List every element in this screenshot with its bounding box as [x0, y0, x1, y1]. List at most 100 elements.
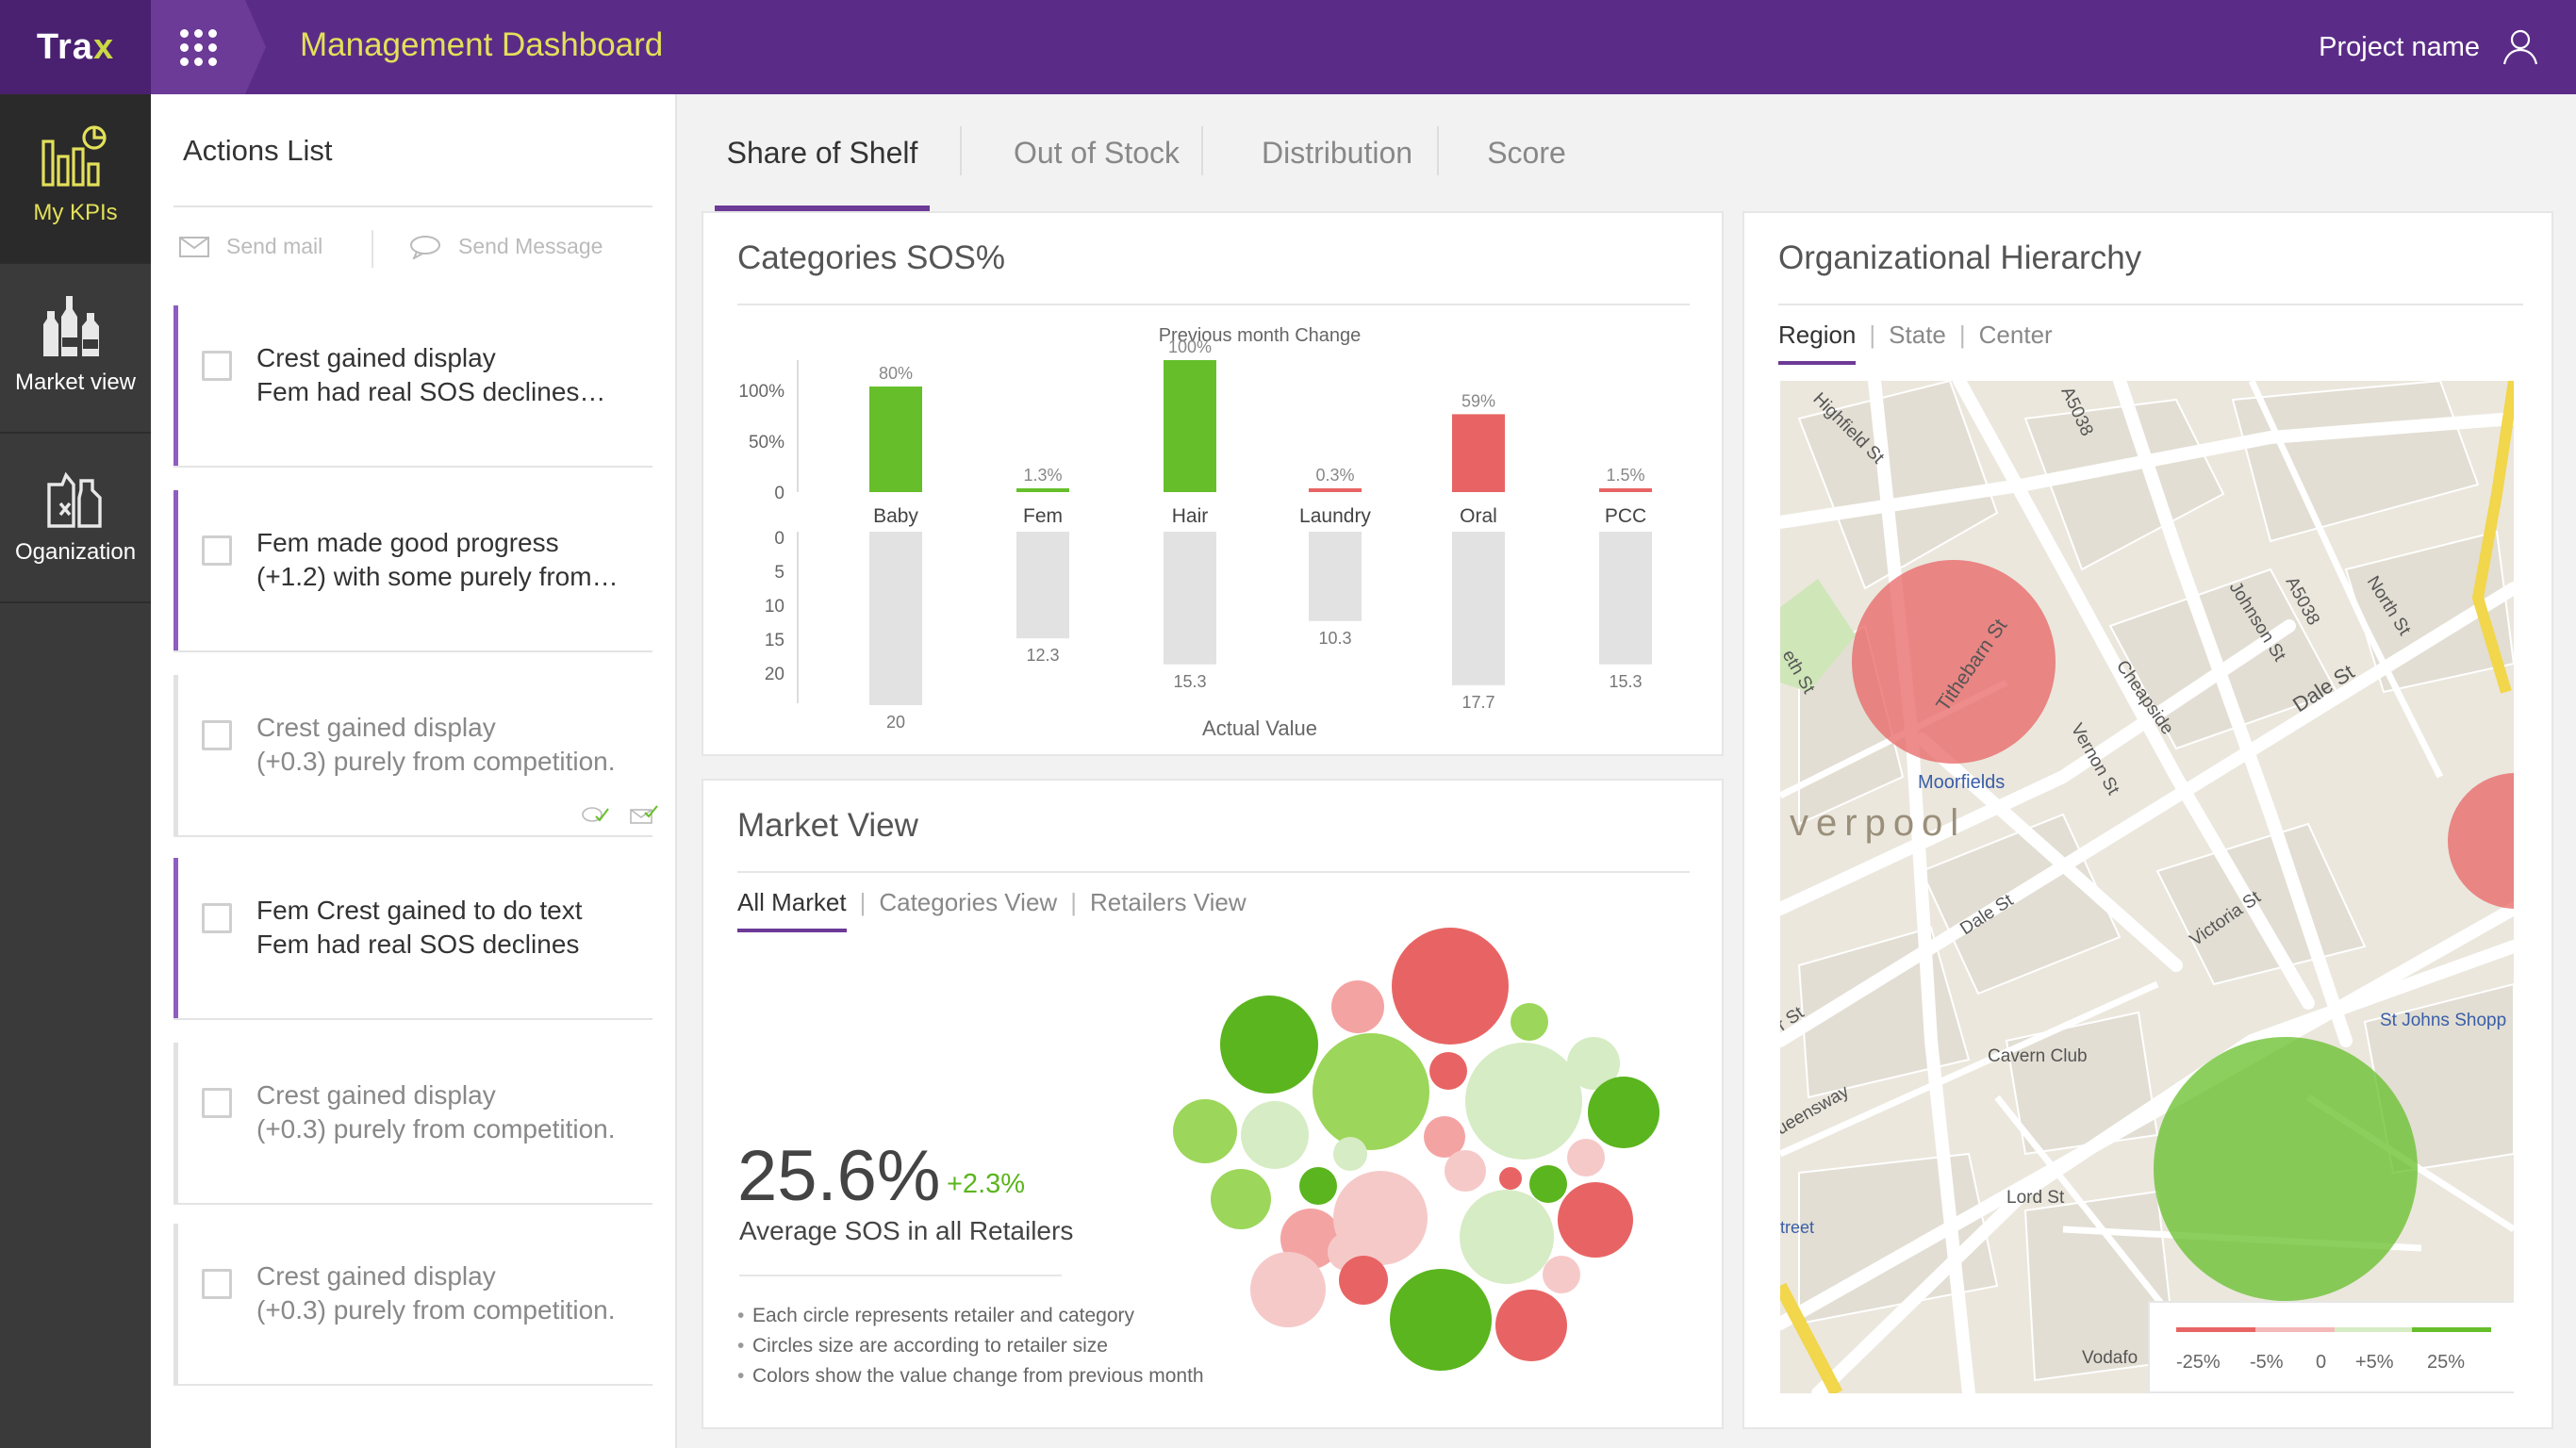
tab-score[interactable]: Score [1487, 135, 1566, 170]
retailer-bubble[interactable] [1511, 1003, 1548, 1041]
card-divider [737, 871, 1690, 873]
y-tick-label: 5 [774, 563, 784, 583]
y-tick-label: 50% [749, 433, 784, 452]
action-title: Crest gained display [256, 343, 496, 372]
action-checkbox[interactable] [202, 1088, 232, 1118]
retailer-bubble[interactable] [1211, 1169, 1271, 1229]
bubble-notes: Each circle represents retailer and cate… [737, 1301, 1204, 1391]
y-tick-label: 15 [765, 631, 784, 650]
organization-tag-icon [47, 471, 102, 528]
retailer-bubble[interactable] [1299, 1167, 1337, 1205]
legend-label: -25% [2176, 1352, 2221, 1373]
subtab-center[interactable]: Center [1978, 321, 2053, 349]
action-item[interactable]: Fem Crest gained to do text Fem had real … [173, 858, 652, 1020]
tab-distribution[interactable]: Distribution [1261, 135, 1413, 170]
tab-divider [960, 126, 962, 175]
bar-change-pcc [1599, 488, 1652, 492]
retailer-bubble[interactable] [1529, 1165, 1567, 1203]
retailer-bubble[interactable] [1339, 1256, 1388, 1305]
bar-actual-oral [1452, 532, 1505, 685]
retailer-bubble[interactable] [1392, 928, 1509, 1045]
categories-sos-card: Categories SOS% Previous month Change Act… [702, 211, 1724, 756]
retailer-bubble[interactable] [1543, 1256, 1580, 1293]
retailer-bubble[interactable] [1250, 1252, 1326, 1327]
action-checkbox[interactable] [202, 903, 232, 933]
card-title: Categories SOS% [737, 239, 1006, 276]
bar-actual-hair [1164, 532, 1216, 665]
svg-text:Cavern Club: Cavern Club [1988, 1046, 2088, 1066]
action-checkbox[interactable] [202, 535, 232, 566]
mail-icon [179, 236, 209, 257]
action-detail: (+0.3) purely from competition. [256, 1295, 616, 1325]
region-circle[interactable] [2154, 1037, 2418, 1301]
legend-label: 0 [2316, 1352, 2327, 1373]
action-checkbox[interactable] [202, 1269, 232, 1299]
retailer-bubble[interactable] [1313, 1033, 1429, 1150]
subtab-retailers-view[interactable]: Retailers View [1089, 888, 1247, 916]
subtab-divider: | [1958, 321, 1966, 349]
org-hierarchy-card: Organizational Hierarchy Region | State … [1742, 211, 2553, 1429]
priority-bar [173, 490, 178, 650]
tab-out-of-stock[interactable]: Out of Stock [1013, 135, 1181, 170]
user-icon[interactable] [2501, 26, 2540, 66]
retailer-bubble[interactable] [1220, 996, 1318, 1094]
bar-value-label: 15.3 [1609, 672, 1642, 691]
subtab-state[interactable]: State [1889, 321, 1946, 349]
action-item[interactable]: Crest gained display Fem had real SOS dec… [173, 305, 652, 468]
top-bar: Tra x Management Dashboard Project name [0, 0, 2576, 94]
logo-x: x [92, 26, 115, 67]
project-name[interactable]: Project name [2319, 32, 2480, 62]
priority-bar [173, 1224, 178, 1384]
retailer-bubble[interactable] [1465, 1043, 1582, 1160]
nav-my-kpis[interactable]: My KPIs [0, 94, 151, 264]
apps-grid-button[interactable] [151, 0, 266, 94]
retailer-bubble[interactable] [1588, 1077, 1660, 1148]
bar-value-label: 15.3 [1173, 672, 1206, 691]
retailer-bubble[interactable] [1495, 1290, 1567, 1361]
bar-change-hair [1164, 360, 1216, 492]
card-divider [737, 304, 1690, 305]
bubble-chart[interactable] [703, 781, 1726, 1431]
action-item[interactable]: Fem made good progress (+1.2) with some p… [173, 490, 652, 652]
retailer-bubble[interactable] [1429, 1052, 1467, 1090]
subtab-all-market[interactable]: All Market [737, 888, 847, 932]
retailer-bubble[interactable] [1558, 1182, 1633, 1258]
retailer-bubble[interactable] [1241, 1101, 1309, 1169]
action-item[interactable]: Crest gained display (+0.3) purely from c… [173, 675, 658, 837]
retailer-bubble[interactable] [1567, 1037, 1620, 1090]
retailer-bubble[interactable] [1567, 1139, 1605, 1176]
region-map[interactable]: Highfield St A5038 A5038 North St Johnso… [1780, 381, 2514, 1393]
legend-label: +5% [2355, 1352, 2394, 1373]
trax-logo[interactable]: Tra x [0, 0, 151, 94]
action-item[interactable]: Crest gained display (+0.3) purely from c… [173, 1043, 652, 1205]
retailer-bubble[interactable] [1445, 1150, 1486, 1192]
retailer-bubble[interactable] [1424, 1116, 1465, 1158]
chat-bubble-icon [410, 235, 440, 259]
bottles-icon [43, 296, 99, 356]
retailer-bubble[interactable] [1390, 1269, 1492, 1371]
send-mail-button[interactable]: Send mail [179, 234, 322, 259]
tab-share-of-shelf[interactable]: Share of Shelf [715, 94, 930, 211]
retailer-bubble[interactable] [1460, 1190, 1554, 1284]
send-message-button[interactable]: Send Message [409, 234, 603, 259]
message-sent-icon[interactable] [581, 805, 609, 824]
nav-market-view[interactable]: Market view [0, 264, 151, 434]
action-checkbox[interactable] [202, 351, 232, 381]
action-checkbox[interactable] [202, 720, 232, 750]
bar-change-fem [1016, 488, 1069, 492]
region-circle[interactable] [1852, 560, 2056, 764]
mail-sent-icon[interactable] [630, 805, 658, 824]
nav-label: Oganization [14, 539, 137, 565]
retailer-bubble[interactable] [1333, 1137, 1367, 1171]
retailer-bubble[interactable] [1173, 1099, 1237, 1163]
tab-divider [1201, 126, 1203, 175]
subtab-divider: | [859, 888, 867, 916]
retailer-bubble[interactable] [1331, 980, 1384, 1033]
region-circle[interactable] [2448, 773, 2514, 909]
retailer-bubble[interactable] [1499, 1167, 1522, 1190]
subtab-categories-view[interactable]: Categories View [879, 888, 1058, 916]
action-item[interactable]: Crest gained display (+0.3) purely from c… [173, 1224, 652, 1386]
caption-divider [739, 1275, 1062, 1276]
subtab-region[interactable]: Region [1778, 321, 1857, 365]
nav-organization[interactable]: Oganization [0, 434, 151, 603]
